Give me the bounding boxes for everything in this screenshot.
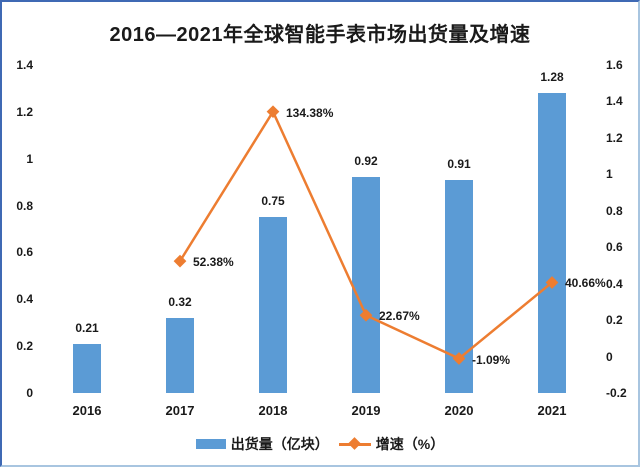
x-axis-label-2017: 2017 xyxy=(165,403,195,418)
bar-value-label-2019: 0.92 xyxy=(354,154,378,169)
right-axis-tick: 0.2 xyxy=(606,313,623,328)
growth-value-label-2021: 40.66% xyxy=(565,276,606,291)
right-axis-tick: 1.4 xyxy=(606,94,623,109)
growth-value-label-2019: 22.67% xyxy=(379,309,420,324)
left-axis-tick: 1.2 xyxy=(16,104,33,119)
bar-value-label-2017: 0.32 xyxy=(168,295,192,310)
left-axis-tick: 0.4 xyxy=(16,292,33,307)
x-axis-label-2019: 2019 xyxy=(351,403,381,418)
legend: 出货量（亿块） 增速（%） xyxy=(2,436,638,452)
bar-swatch-icon xyxy=(195,439,226,449)
bar-value-label-2020: 0.91 xyxy=(447,156,471,171)
legend-label-growth: 增速（%） xyxy=(375,436,445,452)
bar-2017 xyxy=(166,318,194,393)
bar-2019 xyxy=(352,177,380,393)
left-axis-tick: 0.2 xyxy=(16,339,33,354)
left-axis-tick: 0.8 xyxy=(16,198,33,213)
right-axis-tick: 1.2 xyxy=(606,130,623,145)
growth-value-label-2018: 134.38% xyxy=(286,105,334,120)
x-axis-label-2020: 2020 xyxy=(444,403,474,418)
left-axis-tick: 1 xyxy=(26,151,33,166)
left-axis-tick: 0 xyxy=(26,386,33,400)
diamond-marker-icon xyxy=(347,437,361,450)
x-axis-label-2016: 2016 xyxy=(72,403,102,418)
right-axis-tick: 0 xyxy=(606,349,613,364)
legend-label-shipments: 出货量（亿块） xyxy=(230,436,329,452)
right-axis-tick: 0.4 xyxy=(606,276,623,291)
chart-title: 2016—2021年全球智能手表市场出货量及增速 xyxy=(109,24,531,46)
right-axis-tick: 1 xyxy=(606,167,613,182)
legend-item-growth: 增速（%） xyxy=(338,436,445,452)
line-marker-diamond-2020 xyxy=(452,352,466,365)
growth-value-label-2017: 52.38% xyxy=(193,255,234,270)
right-axis-tick: 0.8 xyxy=(606,203,623,218)
bar-2016 xyxy=(73,343,101,393)
legend-item-shipments: 出货量（亿块） xyxy=(195,436,329,452)
bar-value-label-2016: 0.21 xyxy=(75,320,99,335)
right-axis-tick: 0.6 xyxy=(606,240,623,255)
x-axis-label-2018: 2018 xyxy=(258,403,288,418)
bar-2018 xyxy=(259,217,287,393)
bar-value-label-2021: 1.28 xyxy=(540,70,564,85)
right-axis-tick: -0.2 xyxy=(606,386,627,400)
line-swatch-icon xyxy=(338,437,371,450)
line-marker-diamond-2018 xyxy=(266,105,280,119)
bar-2021 xyxy=(538,93,566,393)
right-axis-tick: 1.6 xyxy=(606,58,623,72)
left-axis-tick: 0.6 xyxy=(16,245,33,260)
bar-value-label-2018: 0.75 xyxy=(261,194,285,209)
x-axis-label-2021: 2021 xyxy=(537,403,567,418)
left-axis-tick: 1.4 xyxy=(16,58,33,72)
line-marker-diamond-2019 xyxy=(359,308,373,322)
growth-value-label-2020: -1.09% xyxy=(472,352,511,367)
line-marker-diamond-2017 xyxy=(173,254,187,268)
